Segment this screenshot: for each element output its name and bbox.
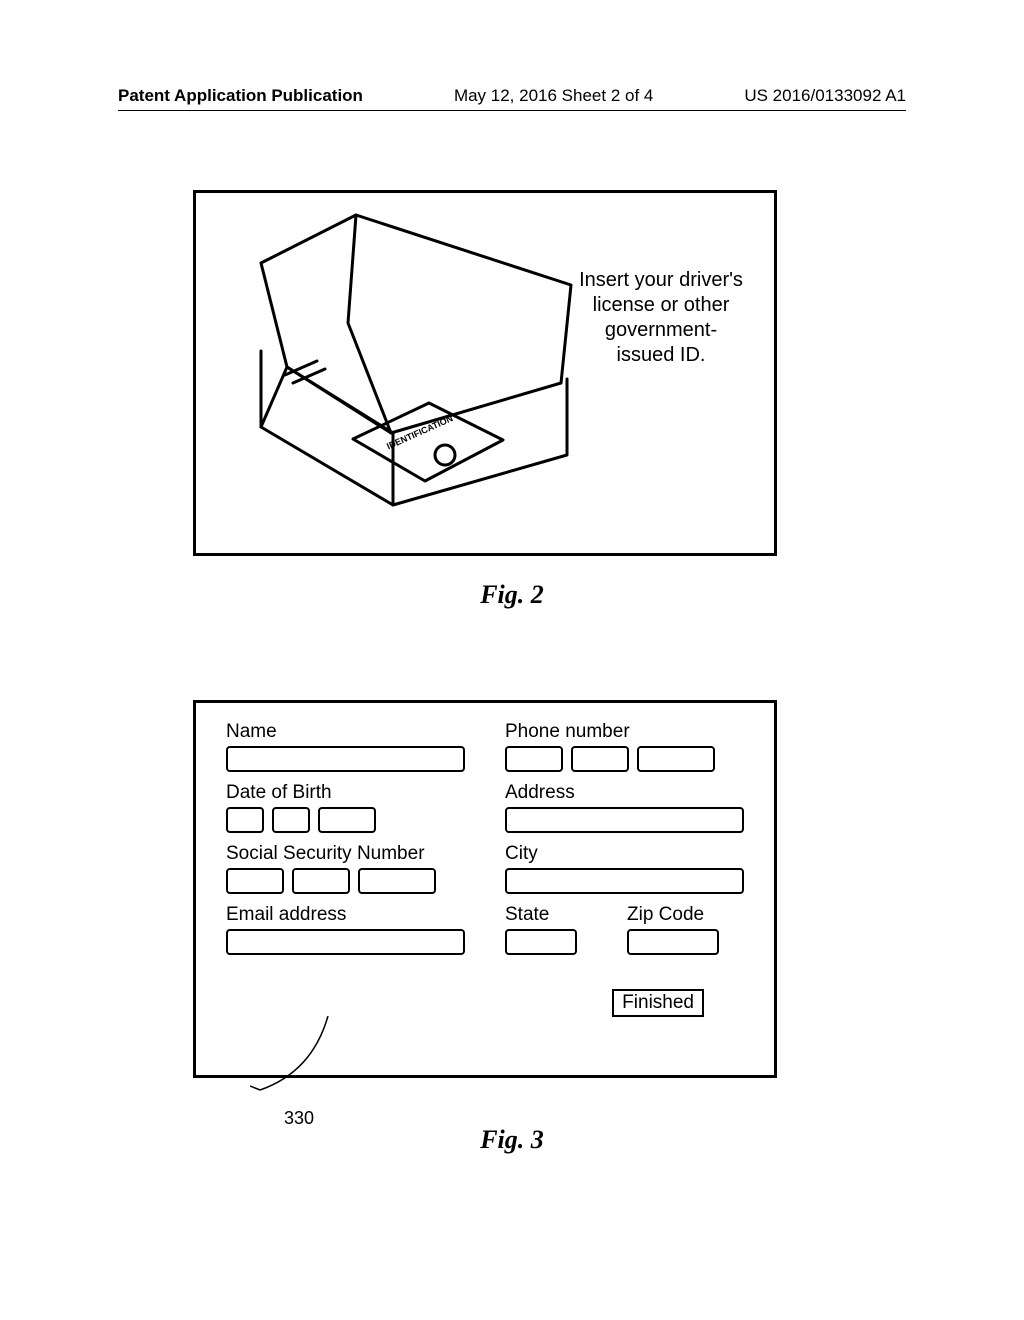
ssn-input-3[interactable] [358,868,436,894]
page-header: Patent Application Publication May 12, 2… [118,86,906,112]
state-zip-row: State Zip Code [505,904,744,955]
fig3-caption: Fig. 3 [0,1125,1024,1155]
state-input[interactable] [505,929,577,955]
ssn-input-2[interactable] [292,868,350,894]
ssn-label: Social Security Number [226,843,465,865]
fig3-right-column: Phone number Address City [505,721,744,965]
email-input[interactable] [226,929,465,955]
callout-330-leader-icon [250,1016,380,1111]
fig2-caption: Fig. 2 [0,580,1024,610]
phone-label: Phone number [505,721,744,743]
fig2-instruction: Insert your driver's license or other go… [576,268,746,368]
zip-input[interactable] [627,929,719,955]
dob-label: Date of Birth [226,782,465,804]
scanner-illustration-icon: IDENTIFICATION [221,203,591,543]
dob-input-3[interactable] [318,807,376,833]
zip-label: Zip Code [627,904,719,926]
address-field-row: Address [505,782,744,833]
state-label: State [505,904,577,926]
header-right: US 2016/0133092 A1 [744,86,906,106]
id-card [353,403,503,481]
dob-input-2[interactable] [272,807,310,833]
phone-input-2[interactable] [571,746,629,772]
name-field-row: Name [226,721,465,772]
email-label: Email address [226,904,465,926]
fig2-frame: IDENTIFICATION Insert your driver's lice… [193,190,777,556]
dob-input-1[interactable] [226,807,264,833]
page: Patent Application Publication May 12, 2… [0,0,1024,1320]
header-left: Patent Application Publication [118,86,363,106]
finished-button[interactable]: Finished [612,989,704,1017]
header-mid: May 12, 2016 Sheet 2 of 4 [454,86,653,106]
email-field-row: Email address [226,904,465,955]
ssn-input-1[interactable] [226,868,284,894]
address-input[interactable] [505,807,744,833]
address-label: Address [505,782,744,804]
callout-tick [250,1086,260,1090]
id-card-photo [435,445,455,465]
name-label: Name [226,721,465,743]
name-input[interactable] [226,746,465,772]
scanner-base [261,351,567,505]
scanner-lid [261,215,571,433]
phone-field-row: Phone number [505,721,744,772]
finished-wrap: Finished [196,975,774,1017]
fig3-left-column: Name Date of Birth Social Security Numbe… [226,721,465,965]
phone-input-1[interactable] [505,746,563,772]
city-label: City [505,843,744,865]
callout-curve [260,1016,328,1090]
scanner-lid-inner [348,215,391,433]
ssn-field-row: Social Security Number [226,843,465,894]
city-field-row: City [505,843,744,894]
header-rule [118,110,906,111]
city-input[interactable] [505,868,744,894]
dob-field-row: Date of Birth [226,782,465,833]
phone-input-3[interactable] [637,746,715,772]
